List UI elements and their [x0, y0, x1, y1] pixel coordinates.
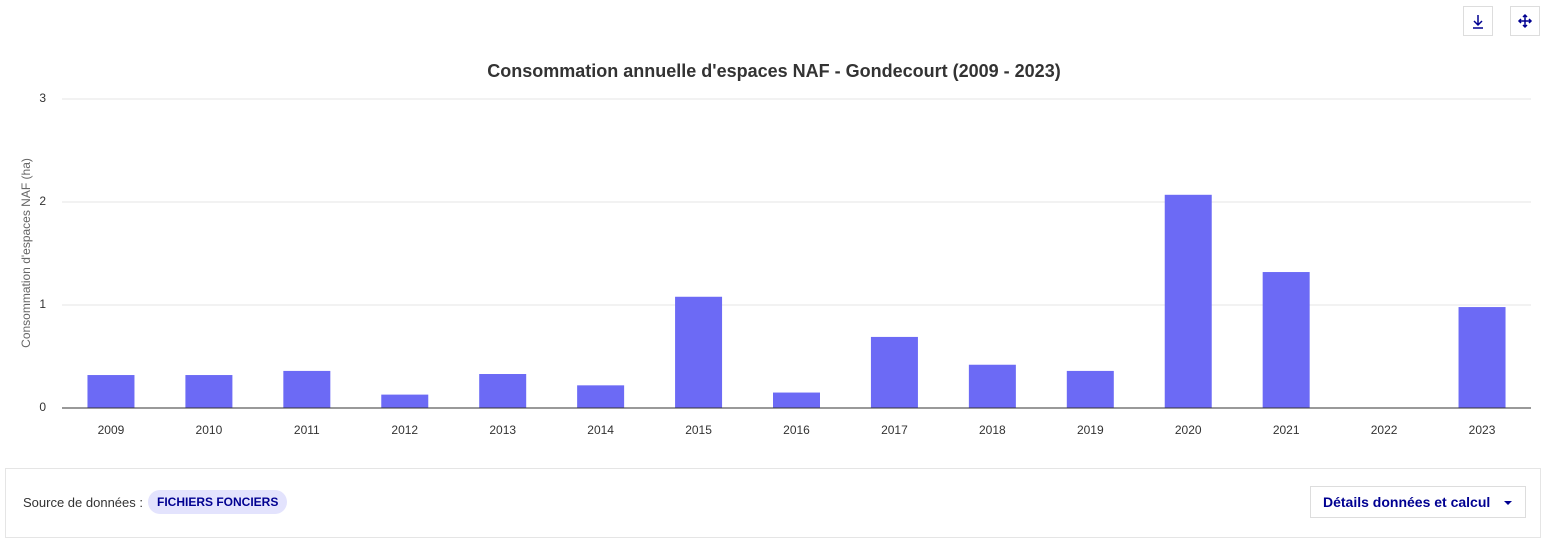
bar [381, 394, 429, 408]
source-badge[interactable]: FICHIERS FONCIERS [148, 490, 288, 514]
fullscreen-button[interactable] [1510, 6, 1540, 36]
bar [675, 296, 723, 408]
bar [185, 375, 233, 408]
y-tick-label: 0 [39, 400, 46, 414]
bar [968, 364, 1016, 408]
bar [773, 392, 820, 408]
bar [479, 374, 527, 408]
chart: Consommation annuelle d'espaces NAF - Go… [19, 61, 1531, 437]
download-button[interactable] [1463, 6, 1493, 36]
bar [283, 370, 331, 408]
download-icon [1473, 15, 1483, 29]
expand-icon [1517, 13, 1533, 29]
x-tick-label: 2022 [1371, 423, 1398, 437]
x-tick-label: 2009 [98, 423, 125, 437]
x-tick-label: 2018 [979, 423, 1006, 437]
x-tick-label: 2016 [783, 423, 810, 437]
bar [87, 375, 135, 408]
x-tick-label: 2015 [685, 423, 712, 437]
bar [577, 385, 625, 408]
x-tick-label: 2012 [391, 423, 418, 437]
chart-title: Consommation annuelle d'espaces NAF - Go… [487, 61, 1060, 81]
y-tick-label: 3 [39, 91, 46, 105]
bar [1164, 194, 1212, 408]
x-tick-label: 2010 [196, 423, 223, 437]
x-tick-label: 2019 [1077, 423, 1104, 437]
footer: Source de données : FICHIERS FONCIERS Dé… [5, 468, 1541, 538]
y-axis-label: Consommation d'espaces NAF (ha) [19, 158, 33, 348]
x-tick-label: 2013 [489, 423, 516, 437]
x-tick-label: 2017 [881, 423, 908, 437]
y-tick-label: 2 [39, 194, 46, 208]
x-tick-label: 2014 [587, 423, 614, 437]
bar [870, 336, 918, 408]
x-tick-label: 2011 [294, 423, 320, 437]
source-label: Source de données : [23, 495, 143, 510]
x-tick-label: 2021 [1273, 423, 1300, 437]
details-label: Détails données et calcul [1323, 494, 1491, 510]
caret [1504, 501, 1512, 505]
bar [1262, 272, 1310, 408]
y-tick-label: 1 [39, 297, 46, 311]
details-button[interactable]: Détails données et calcul [1310, 486, 1526, 518]
bar [1066, 370, 1114, 408]
bar [1458, 307, 1506, 408]
x-tick-label: 2020 [1175, 423, 1202, 437]
x-tick-label: 2023 [1469, 423, 1496, 437]
